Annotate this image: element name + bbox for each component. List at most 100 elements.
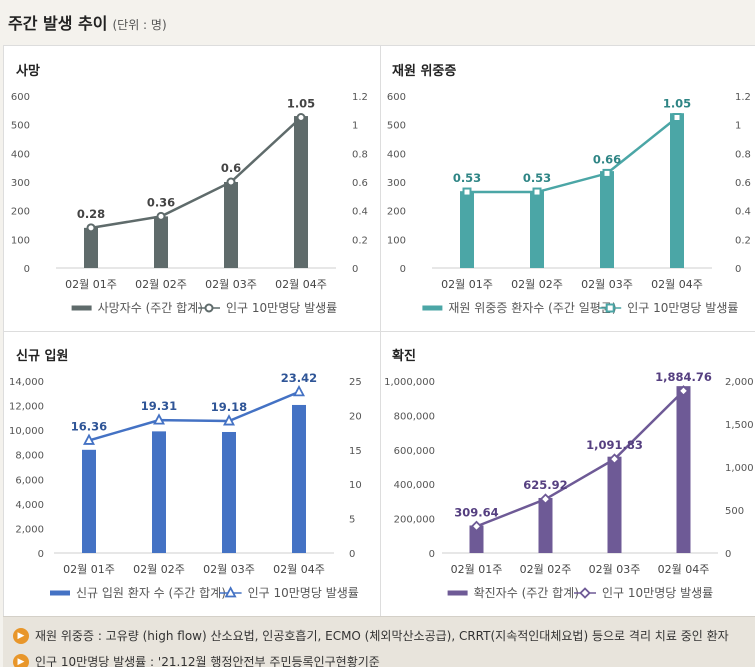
legend-label-bar: 신규 입원 환자 수 (주간 합계) — [76, 586, 226, 600]
chart-confirmed: 0 200,000 400,000 600,000 800,000 1,000,000 0 5… — [380, 331, 755, 616]
legend-label-line: 인구 10만명당 발생률 — [627, 301, 738, 315]
data-label: 625.92 — [523, 478, 567, 492]
data-label: 0.53 — [453, 171, 481, 185]
plot-area: 010020030040050060000.20.40.60.811.202월 … — [387, 92, 751, 291]
plot-area: 02,0004,0006,0008,00010,00012,00014,0000… — [9, 371, 362, 576]
y2-tick-label: 0 — [352, 264, 358, 275]
y-tick-label: 1,000,000 — [384, 377, 435, 388]
plot-area: 0 200,000 400,000 600,000 800,000 1,000,000 0 5… — [384, 370, 754, 576]
legend-label-line: 인구 10만명당 발생률 — [602, 586, 713, 600]
series-line — [467, 118, 677, 193]
y-tick-label: 200,000 — [394, 515, 435, 526]
y2-tick-label: 1 — [735, 121, 741, 132]
data-label: 0.53 — [523, 171, 551, 185]
legend: 신규 입원 환자 수 (주간 합계) 인구 10만명당 발생률 — [50, 586, 359, 600]
legend-swatch-bar — [50, 591, 70, 596]
y2-tick-label: 20 — [349, 411, 362, 422]
y2-tick-label: 500 — [725, 506, 744, 517]
y2-tick-label: 0 — [725, 549, 731, 560]
legend-label-line: 인구 10만명당 발생률 — [226, 301, 337, 315]
data-label: 0.66 — [593, 152, 621, 166]
data-label: 309.64 — [454, 505, 498, 519]
legend-swatch-bar — [422, 306, 442, 311]
y-tick-label: 8,000 — [15, 451, 44, 462]
bar — [460, 191, 474, 268]
bar — [154, 216, 168, 268]
data-label: 0.36 — [147, 195, 175, 209]
bar — [600, 171, 614, 268]
x-tick-label: 02월 02주 — [511, 278, 563, 291]
unit-label: (단위 : 명) — [112, 16, 166, 33]
chart-admissions: 02,0004,0006,0008,00010,00012,00014,0000… — [4, 331, 380, 616]
y2-tick-label: 5 — [349, 515, 355, 526]
legend: 재원 위중증 환자수 (주간 일평균)인구 10만명당 발생률 — [422, 301, 738, 315]
y2-tick-label: 1.2 — [735, 92, 751, 103]
x-tick-label: 02월 01주 — [441, 278, 493, 291]
y2-tick-label: 0 — [735, 264, 741, 275]
line-marker — [581, 589, 590, 598]
line-marker — [607, 305, 614, 312]
footnote-text: 재원 위중증 : 고유량 (high flow) 산소요법, 인공호흡기, EC… — [35, 627, 729, 644]
x-tick-label: 02월 04주 — [275, 278, 327, 291]
legend-label-bar: 사망자수 (주간 합계) — [98, 301, 203, 315]
y-tick-label: 2,000 — [15, 524, 44, 535]
footnote: ▶ 재원 위중증 : 고유량 (high flow) 산소요법, 인공호흡기, … — [13, 627, 729, 644]
y2-tick-label: 0.2 — [352, 235, 368, 246]
bar — [222, 432, 236, 553]
chart-critical: 010020030040050060000.20.40.60.811.202월 … — [380, 46, 755, 331]
data-label: 23.42 — [281, 371, 317, 385]
y-tick-label: 500 — [387, 121, 406, 132]
bar — [224, 182, 238, 268]
y-tick-label: 0 — [429, 549, 435, 560]
y-tick-label: 200 — [11, 207, 30, 218]
data-label: 1,091.83 — [586, 438, 643, 452]
bar — [530, 191, 544, 268]
y-tick-label: 100 — [387, 235, 406, 246]
x-tick-label: 02월 03주 — [205, 278, 257, 291]
y-tick-label: 400 — [387, 149, 406, 160]
line-marker — [674, 114, 681, 121]
y2-tick-label: 2,000 — [725, 377, 754, 388]
y2-tick-label: 0.4 — [352, 207, 368, 218]
y-tick-label: 12,000 — [9, 402, 44, 413]
bar — [677, 386, 691, 553]
y-tick-label: 800,000 — [394, 411, 435, 422]
bar — [82, 450, 96, 553]
footer-notes: ▶ 재원 위중증 : 고유량 (high flow) 산소요법, 인공호흡기, … — [3, 616, 755, 667]
y-tick-label: 100 — [11, 235, 30, 246]
y2-tick-label: 1.2 — [352, 92, 368, 103]
y-tick-label: 200 — [387, 207, 406, 218]
y-tick-label: 600,000 — [394, 446, 435, 457]
y2-tick-label: 0.2 — [735, 235, 751, 246]
legend-label-bar: 확진자수 (주간 합계) — [474, 586, 579, 600]
legend-label-line: 인구 10만명당 발생률 — [248, 586, 359, 600]
data-label: 19.18 — [211, 400, 247, 414]
y-tick-label: 400 — [11, 149, 30, 160]
legend: 사망자수 (주간 합계) 인구 10만명당 발생률 — [72, 301, 338, 315]
x-tick-label: 02월 01주 — [65, 278, 117, 291]
y-tick-label: 400,000 — [394, 480, 435, 491]
line-marker — [228, 179, 235, 186]
x-tick-label: 02월 04주 — [658, 563, 710, 576]
bar — [292, 405, 306, 553]
y-tick-label: 14,000 — [9, 377, 44, 388]
series-line — [91, 118, 301, 228]
speaker-icon: ▶ — [13, 654, 29, 667]
x-tick-label: 02월 03주 — [203, 563, 255, 576]
line-marker — [298, 114, 305, 121]
line-marker — [464, 189, 471, 196]
x-tick-label: 02월 03주 — [581, 278, 633, 291]
bar — [539, 498, 553, 553]
y-tick-label: 300 — [11, 178, 30, 189]
data-label: 0.6 — [221, 161, 241, 175]
legend: 확진자수 (주간 합계) 인구 10만명당 발생률 — [448, 586, 714, 600]
y2-tick-label: 1,000 — [725, 463, 754, 474]
x-tick-label: 02월 02주 — [520, 563, 572, 576]
data-label: 16.36 — [71, 419, 107, 433]
y2-tick-label: 0.4 — [735, 207, 751, 218]
series-line — [89, 392, 299, 441]
line-marker — [534, 189, 541, 196]
line-marker — [604, 170, 611, 177]
